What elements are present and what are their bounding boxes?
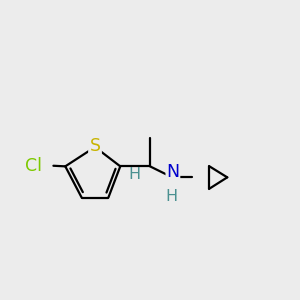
Text: N: N xyxy=(166,163,179,181)
Text: Cl: Cl xyxy=(25,157,41,175)
Text: H: H xyxy=(165,189,177,204)
Text: H: H xyxy=(128,167,140,182)
Text: S: S xyxy=(89,137,100,155)
